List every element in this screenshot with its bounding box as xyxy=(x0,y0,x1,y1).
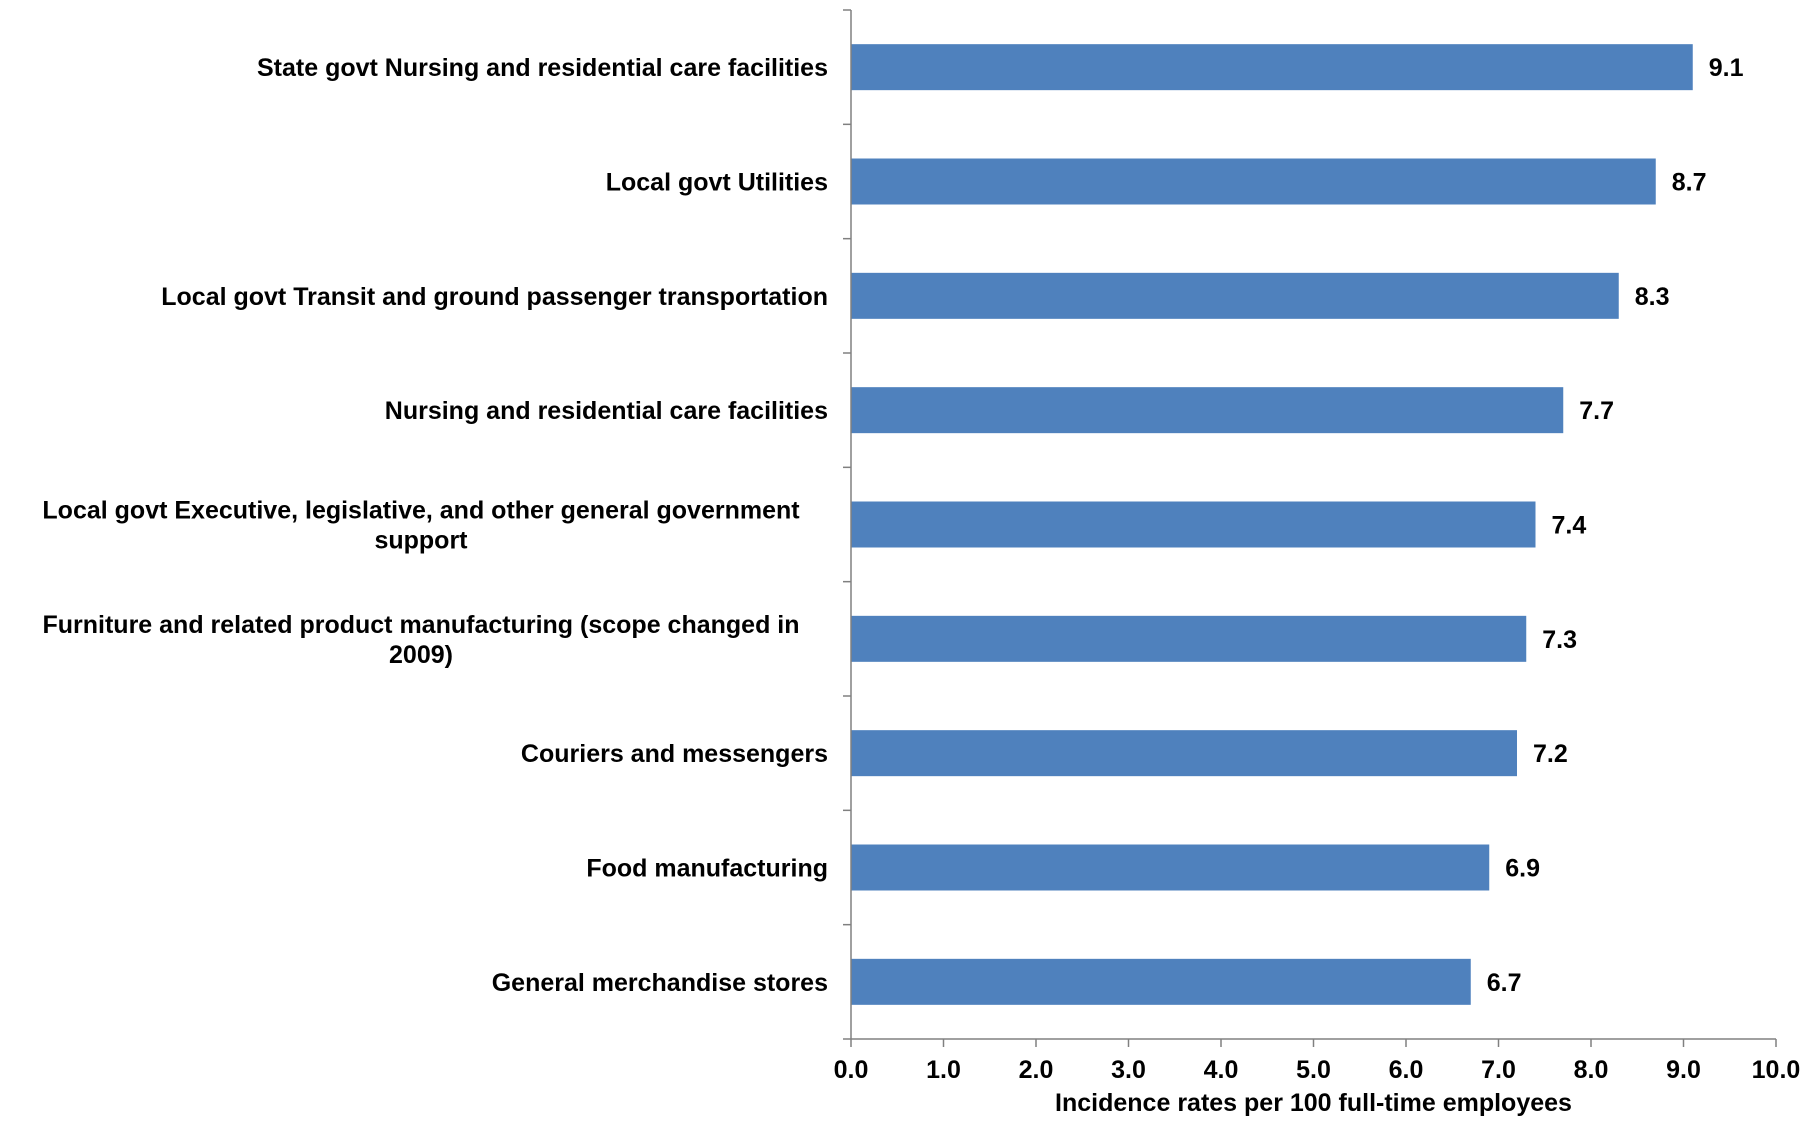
category-label: Local govt Executive, legislative, and o… xyxy=(42,497,800,555)
category-label: General merchandise stores xyxy=(492,969,828,997)
category-label-line: Food manufacturing xyxy=(586,855,828,883)
category-label: State govt Nursing and residential care … xyxy=(257,54,828,82)
data-label: 7.4 xyxy=(1552,512,1587,540)
data-label: 8.3 xyxy=(1635,283,1670,311)
x-tick-label: 8.0 xyxy=(1574,1056,1609,1084)
data-label: 6.7 xyxy=(1487,969,1522,997)
bar xyxy=(851,615,1527,662)
bar xyxy=(851,44,1693,91)
x-tick-label: 9.0 xyxy=(1666,1056,1701,1084)
x-tick-label: 1.0 xyxy=(926,1056,961,1084)
x-axis-title: Incidence rates per 100 full-time employ… xyxy=(1055,1089,1572,1117)
bar xyxy=(851,387,1564,434)
bar xyxy=(851,958,1471,1005)
category-label: Furniture and related product manufactur… xyxy=(42,611,799,669)
x-tick-label: 6.0 xyxy=(1389,1056,1424,1084)
data-label: 7.2 xyxy=(1533,740,1568,768)
category-label: Food manufacturing xyxy=(586,855,828,883)
category-label-line: General merchandise stores xyxy=(492,969,828,997)
data-label: 9.1 xyxy=(1709,54,1744,82)
category-label-line: Furniture and related product manufactur… xyxy=(42,611,799,639)
data-label: 7.3 xyxy=(1542,626,1577,654)
category-label: Nursing and residential care facilities xyxy=(385,397,828,425)
category-label-line: State govt Nursing and residential care … xyxy=(257,54,828,82)
data-label: 6.9 xyxy=(1505,855,1540,883)
category-label-line: 2009) xyxy=(389,641,453,669)
bar xyxy=(851,844,1490,891)
category-label-line: Local govt Utilities xyxy=(606,169,828,197)
bar xyxy=(851,272,1619,319)
data-label: 8.7 xyxy=(1672,169,1707,197)
category-label: Local govt Transit and ground passenger … xyxy=(161,283,828,311)
category-label: Local govt Utilities xyxy=(606,169,828,197)
x-tick-label: 10.0 xyxy=(1752,1056,1801,1084)
category-label-line: Couriers and messengers xyxy=(521,740,828,768)
bar xyxy=(851,158,1656,205)
category-label-line: Local govt Transit and ground passenger … xyxy=(161,283,828,311)
x-tick-label: 0.0 xyxy=(834,1056,869,1084)
category-label-line: Local govt Executive, legislative, and o… xyxy=(42,497,800,525)
category-label: Couriers and messengers xyxy=(521,740,828,768)
bar xyxy=(851,501,1536,548)
data-label: 7.7 xyxy=(1579,397,1614,425)
x-tick-label: 5.0 xyxy=(1296,1056,1331,1084)
bar xyxy=(851,730,1517,777)
x-tick-label: 3.0 xyxy=(1111,1056,1146,1084)
category-label-line: support xyxy=(374,527,468,555)
category-label-line: Nursing and residential care facilities xyxy=(385,397,828,425)
x-tick-label: 2.0 xyxy=(1019,1056,1054,1084)
x-tick-label: 7.0 xyxy=(1481,1056,1516,1084)
x-tick-label: 4.0 xyxy=(1204,1056,1239,1084)
